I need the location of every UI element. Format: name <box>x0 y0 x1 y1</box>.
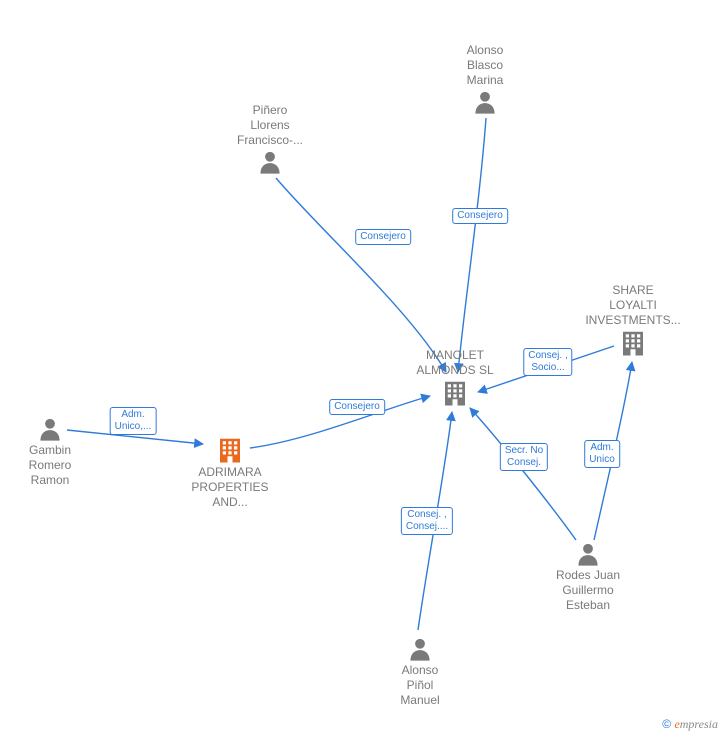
node-label: ADRIMARA PROPERTIES AND... <box>160 465 300 510</box>
node-label: Piñero Llorens Francisco-... <box>200 103 340 148</box>
footer-attribution: © empresia <box>662 717 718 732</box>
building-icon <box>385 378 525 408</box>
edge-alonsoB-manolet <box>458 118 486 372</box>
node-gambin[interactable]: Gambin Romero Ramon <box>0 415 120 488</box>
node-label: MANOLET ALMONDS SL <box>385 348 525 378</box>
node-label: SHARE LOYALTI INVESTMENTS... <box>563 283 703 328</box>
edge-label-rodes-share[interactable]: Adm.Unico <box>584 440 620 468</box>
node-alonsoB[interactable]: Alonso Blasco Marina <box>415 43 555 116</box>
node-adrimara[interactable]: ADRIMARA PROPERTIES AND... <box>160 435 300 510</box>
node-label: Alonso Piñol Manuel <box>350 663 490 708</box>
node-pinero[interactable]: Piñero Llorens Francisco-... <box>200 103 340 176</box>
person-icon <box>518 540 658 568</box>
node-share[interactable]: SHARE LOYALTI INVESTMENTS... <box>563 283 703 358</box>
node-label: Alonso Blasco Marina <box>415 43 555 88</box>
building-icon <box>563 328 703 358</box>
edge-rodes-manolet <box>470 408 576 540</box>
node-alonsoP[interactable]: Alonso Piñol Manuel <box>350 635 490 708</box>
edge-pinero-manolet <box>276 178 446 372</box>
node-label: Gambin Romero Ramon <box>0 443 120 488</box>
node-rodes[interactable]: Rodes Juan Guillermo Esteban <box>518 540 658 613</box>
person-icon <box>415 88 555 116</box>
brand-logo: empresia <box>674 717 718 731</box>
node-manolet[interactable]: MANOLET ALMONDS SL <box>385 348 525 408</box>
edge-label-adrimara-manolet[interactable]: Consejero <box>329 399 385 415</box>
edge-label-pinero-manolet[interactable]: Consejero <box>355 229 411 245</box>
node-label: Rodes Juan Guillermo Esteban <box>518 568 658 613</box>
edges-layer <box>0 0 728 740</box>
person-icon <box>200 148 340 176</box>
diagram-canvas: Adm.Unico,...ConsejeroConsejeroConsejero… <box>0 0 728 740</box>
building-icon <box>160 435 300 465</box>
edge-label-alonsoP-manolet[interactable]: Consej. ,Consej.... <box>401 507 453 535</box>
edge-label-alonsoB-manolet[interactable]: Consejero <box>452 208 508 224</box>
copyright-symbol: © <box>662 717 671 731</box>
edge-label-rodes-manolet[interactable]: Secr. NoConsej. <box>500 443 548 471</box>
person-icon <box>350 635 490 663</box>
person-icon <box>0 415 120 443</box>
